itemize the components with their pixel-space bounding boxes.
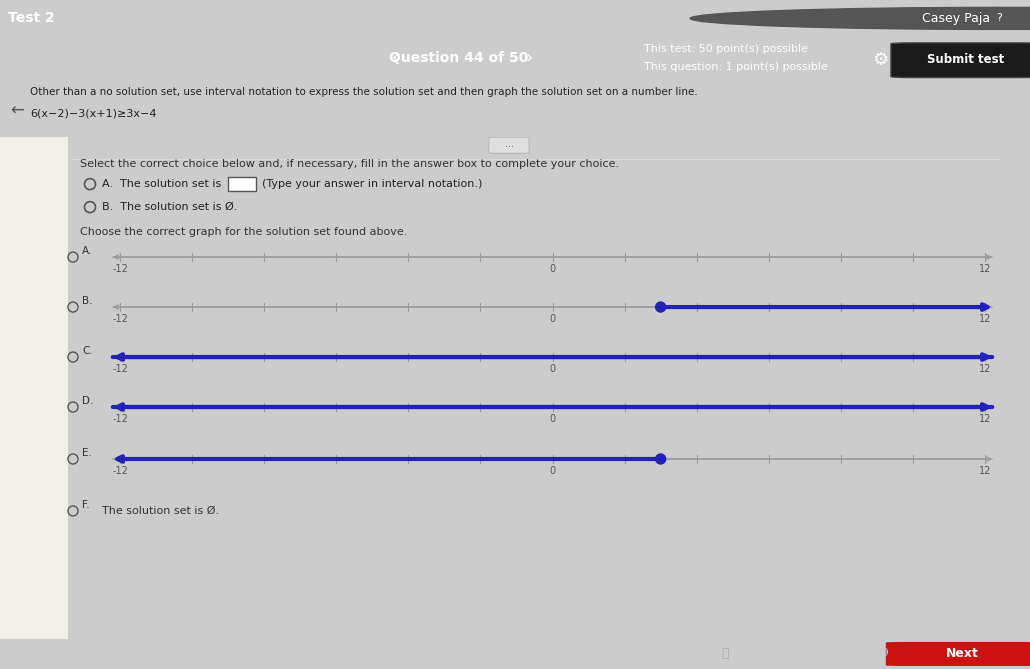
Text: 12: 12 [978, 414, 991, 424]
Circle shape [656, 302, 665, 312]
Text: A.: A. [82, 246, 93, 256]
FancyBboxPatch shape [489, 137, 529, 153]
Text: Other than a no solution set, use interval notation to express the solution set : Other than a no solution set, use interv… [30, 87, 697, 96]
Text: 12: 12 [978, 466, 991, 476]
Text: ←: ← [10, 102, 24, 120]
Text: -12: -12 [112, 364, 128, 374]
Text: 6(x−2)−3(x+1)≥3x−4: 6(x−2)−3(x+1)≥3x−4 [30, 109, 157, 119]
Text: The solution set is Ø.: The solution set is Ø. [102, 506, 219, 516]
Text: ...: ... [505, 139, 514, 149]
Text: -12: -12 [112, 414, 128, 424]
Text: -12: -12 [112, 466, 128, 476]
Text: ⏰: ⏰ [721, 647, 728, 660]
Text: This question: 1 point(s) possible: This question: 1 point(s) possible [644, 62, 828, 72]
Circle shape [690, 7, 1030, 29]
Text: Test 2: Test 2 [8, 11, 55, 25]
FancyBboxPatch shape [886, 642, 1030, 666]
Text: 0: 0 [549, 414, 555, 424]
Text: B.  The solution set is Ø.: B. The solution set is Ø. [102, 202, 237, 212]
FancyBboxPatch shape [0, 137, 68, 639]
Text: ‹: ‹ [391, 49, 399, 67]
Circle shape [656, 454, 665, 464]
Text: (Type your answer in interval notation.): (Type your answer in interval notation.) [262, 179, 482, 189]
Text: D.: D. [82, 396, 94, 406]
FancyBboxPatch shape [228, 177, 256, 191]
Text: Submit test: Submit test [927, 53, 1004, 66]
Text: C.: C. [82, 346, 93, 356]
Text: -12: -12 [112, 314, 128, 324]
Text: E.: E. [82, 448, 92, 458]
Text: B.: B. [82, 296, 93, 306]
Text: Casey Paja: Casey Paja [922, 12, 990, 25]
Text: 0: 0 [549, 264, 555, 274]
Text: A.  The solution set is: A. The solution set is [102, 179, 221, 189]
Text: 0: 0 [549, 466, 555, 476]
Text: -12: -12 [112, 264, 128, 274]
Text: 0: 0 [549, 314, 555, 324]
Text: ⚙: ⚙ [872, 52, 889, 69]
Text: 12: 12 [978, 364, 991, 374]
Text: 12: 12 [978, 264, 991, 274]
Text: Question 44 of 50: Question 44 of 50 [388, 51, 528, 65]
Text: 0: 0 [549, 364, 555, 374]
Text: 12: 12 [978, 314, 991, 324]
Text: This test: 50 point(s) possible: This test: 50 point(s) possible [644, 43, 808, 54]
Text: Time Remaining: 01:50:39: Time Remaining: 01:50:39 [742, 648, 888, 658]
Text: Select the correct choice below and, if necessary, fill in the answer box to com: Select the correct choice below and, if … [80, 159, 619, 169]
Text: F.: F. [82, 500, 90, 510]
Text: ?: ? [996, 13, 1002, 23]
FancyBboxPatch shape [891, 43, 1030, 78]
Text: Next: Next [946, 647, 978, 660]
Text: ›: › [525, 49, 533, 67]
Text: Choose the correct graph for the solution set found above.: Choose the correct graph for the solutio… [80, 227, 408, 237]
